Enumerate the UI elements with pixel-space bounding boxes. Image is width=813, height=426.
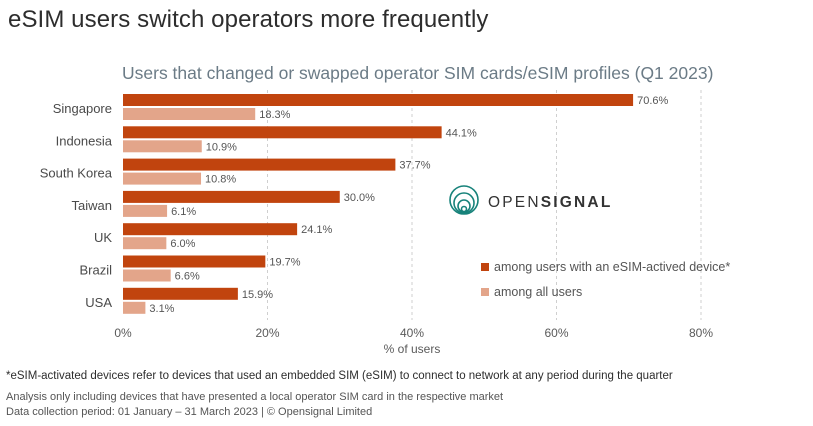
x-tick-label: 60% [544, 326, 568, 340]
data-label: 18.3% [259, 109, 290, 121]
category-label: Singapore [53, 101, 112, 116]
x-tick-label: 40% [400, 326, 424, 340]
data-label: 70.6% [637, 95, 668, 107]
labels: 70.6% 18.3% Singapore 44.1% 10.9% Indonesia 37… [40, 95, 669, 315]
analysis-note: Analysis only including devices that hav… [6, 391, 504, 403]
logo-text-light: OPEN [488, 194, 541, 211]
legend: among users with an eSIM-actived device*… [481, 260, 730, 299]
category-label: USA [85, 295, 112, 310]
footnote: *eSIM-activated devices refer to devices… [6, 370, 673, 382]
data-label: 15.9% [242, 289, 273, 301]
data-label: 19.7% [269, 257, 300, 269]
bar [123, 190, 340, 203]
data-label: 10.8% [205, 174, 236, 186]
category-label: Taiwan [72, 198, 112, 213]
svg-text:OPENSIGNAL: OPENSIGNAL [488, 194, 613, 211]
x-tick-label: 80% [689, 326, 713, 340]
bar [123, 287, 238, 300]
data-label: 6.6% [175, 271, 200, 283]
logo-text-bold: SIGNAL [541, 194, 613, 211]
data-period-note: Data collection period: 01 January – 31 … [6, 406, 373, 418]
legend-swatch [481, 288, 489, 296]
data-label: 6.0% [170, 238, 195, 250]
category-label: Brazil [79, 263, 112, 278]
x-tick-label: 20% [255, 326, 279, 340]
x-axis-label: % of users [384, 342, 441, 356]
bar [123, 172, 202, 185]
category-label: UK [94, 230, 112, 245]
grid-lines: 0% 20% 40% 60% 80% % of users [114, 90, 713, 356]
opensignal-logo: OPENSIGNAL [449, 185, 613, 215]
bar [123, 108, 256, 120]
bar [123, 301, 146, 314]
legend-label: among all users [494, 285, 582, 299]
bar [123, 237, 167, 250]
chart-title: Users that changed or swapped operator S… [122, 63, 713, 83]
bar [123, 140, 202, 153]
data-label: 6.1% [171, 206, 196, 218]
data-label: 10.9% [206, 141, 237, 153]
x-tick-label: 0% [114, 326, 132, 340]
bar [123, 269, 171, 282]
data-label: 30.0% [344, 192, 375, 204]
data-label: 24.1% [301, 224, 332, 236]
category-label: South Korea [40, 166, 113, 181]
legend-swatch [481, 263, 489, 271]
legend-label: among users with an eSIM-actived device* [494, 260, 730, 274]
bar [123, 223, 298, 236]
data-label: 44.1% [446, 127, 477, 139]
bar [123, 158, 396, 171]
bar [123, 204, 168, 217]
category-label: Indonesia [56, 133, 113, 148]
bar [123, 94, 634, 106]
bars [123, 94, 634, 314]
data-label: 3.1% [149, 303, 174, 315]
bar [123, 255, 266, 268]
opensignal-signal-icon [449, 185, 479, 215]
page-title: eSIM users switch operators more frequen… [8, 6, 489, 33]
bar [123, 126, 442, 139]
data-label: 37.7% [399, 160, 430, 172]
